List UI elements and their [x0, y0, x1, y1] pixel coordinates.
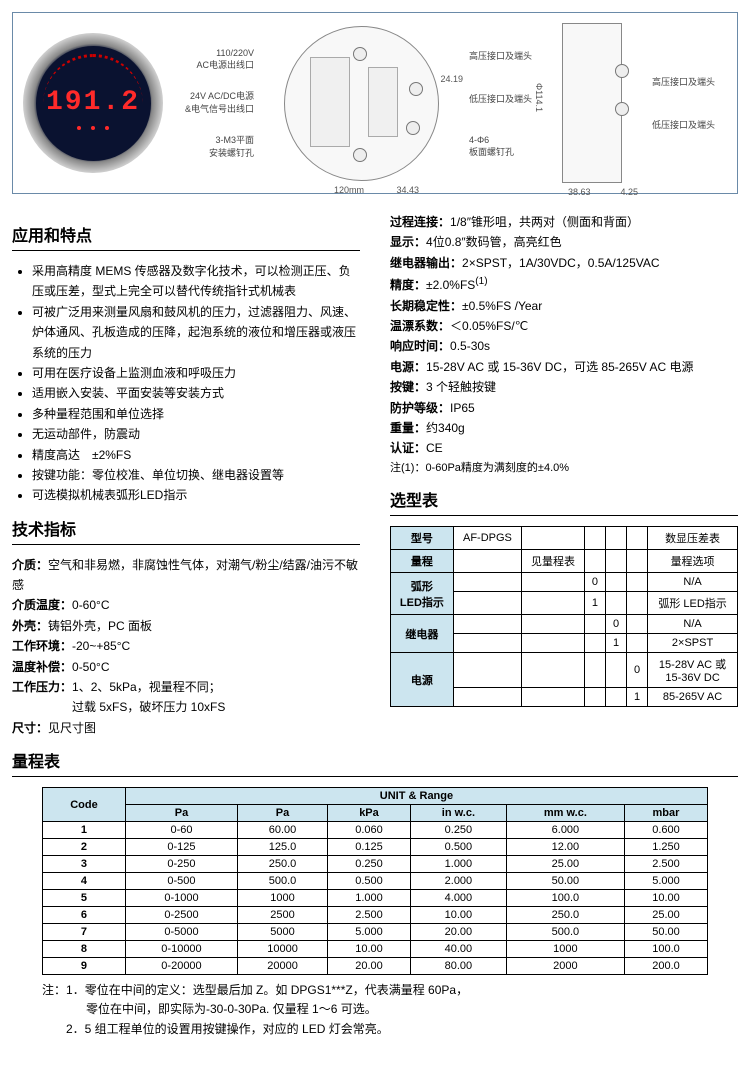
left-column: 应用和特点 采用高精度 MEMS 传感器及数字化技术，可以检测正压、负压或压差，… — [12, 212, 360, 738]
feature-item: 可被广泛用来测量风扇和鼓风机的压力，过滤器阻力、风速、炉体通风、孔板造成的压降，… — [32, 302, 360, 363]
table-row: 10-6060.000.0600.2506.0000.600 — [43, 822, 708, 839]
callout: 低压接口及端头 — [652, 118, 715, 131]
feature-item: 可用在医疗设备上监测血液和呼吸压力 — [32, 363, 360, 383]
table-row: 50-100010001.0004.000100.010.00 — [43, 890, 708, 907]
specs-heading: 技术指标 — [12, 516, 360, 540]
table-row: 30-250250.00.2501.00025.002.500 — [43, 856, 708, 873]
features-heading: 应用和特点 — [12, 222, 360, 246]
features-list: 采用高精度 MEMS 传感器及数字化技术，可以检测正压、负压或压差，型式上完全可… — [12, 261, 360, 506]
diagram-panel: 191.2 110/220V AC电源出线口 24V AC/DC电源 &电气信号… — [12, 12, 738, 194]
table-row: 60-250025002.50010.00250.025.00 — [43, 907, 708, 924]
callout: 4-Φ6 板面螺钉孔 — [469, 135, 532, 158]
footnotes: 注：1．零位在中间的定义：选型最后加 Z。如 DPGS1***Z，代表满量程 6… — [12, 981, 738, 1039]
feature-item: 无运动部件，防震动 — [32, 424, 360, 444]
feature-item: 适用嵌入安装、平面安装等安装方式 — [32, 383, 360, 403]
selection-heading: 选型表 — [390, 487, 738, 511]
callout: 低压接口及端头 — [469, 92, 532, 105]
technical-drawing: 110/220V AC电源出线口 24V AC/DC电源 &电气信号出线口 3-… — [173, 23, 727, 183]
selection-table: 型号AF-DPGS数显压差表 量程见量程表量程选项 弧形 LED指示0N/A 1… — [390, 526, 738, 707]
callout: 3-M3平面 安装螺钉孔 — [185, 133, 254, 159]
feature-item: 按键功能：零位校准、单位切换、继电器设置等 — [32, 465, 360, 485]
callout: 高压接口及端头 — [652, 75, 715, 88]
feature-item: 采用高精度 MEMS 传感器及数字化技术，可以检测正压、负压或压差，型式上完全可… — [32, 261, 360, 302]
table-row: 20-125125.00.1250.50012.001.250 — [43, 839, 708, 856]
gauge-photo: 191.2 — [23, 33, 163, 173]
right-column: 过程连接：1/8″锥形咀，共两对（侧面和背面） 显示：4位0.8″数码管，高亮红… — [390, 212, 738, 738]
table-row: 70-500050005.00020.00500.050.00 — [43, 924, 708, 941]
feature-item: 可选模拟机械表弧形LED指示 — [32, 485, 360, 505]
table-row: 90-200002000020.0080.002000200.0 — [43, 958, 708, 975]
callout: 110/220V AC电源出线口 — [185, 48, 254, 71]
table-row: 80-100001000010.0040.001000100.0 — [43, 941, 708, 958]
table-row: 40-500500.00.5002.00050.005.000 — [43, 873, 708, 890]
range-table: CodeUNIT & Range PaPakPa in w.c.mm w.c.m… — [42, 787, 708, 975]
feature-item: 精度高达 ±2%FS — [32, 445, 360, 465]
callout: 高压接口及端头 — [469, 49, 532, 62]
feature-item: 多种量程范围和单位选择 — [32, 404, 360, 424]
range-heading: 量程表 — [12, 748, 738, 772]
callout: 24V AC/DC电源 &电气信号出线口 — [185, 89, 254, 115]
